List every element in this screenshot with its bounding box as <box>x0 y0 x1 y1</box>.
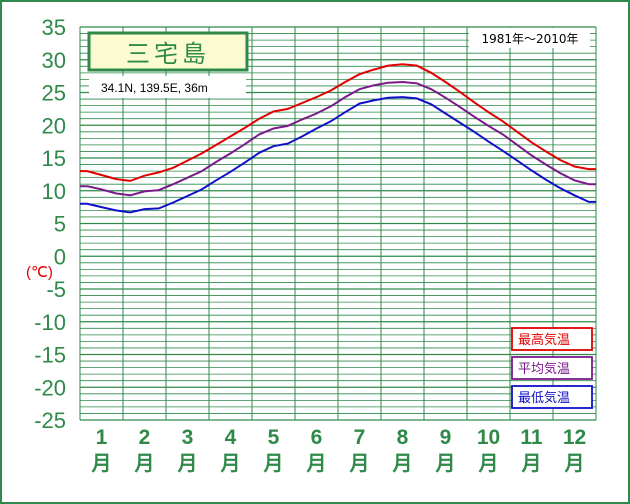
x-tick-month-suffix: 月 <box>392 451 413 475</box>
x-tick-label: 3 <box>182 426 194 449</box>
y-tick-label: 0 <box>54 244 66 269</box>
unit-label: (℃) <box>26 264 53 281</box>
y-tick-label: 20 <box>42 113 66 138</box>
y-tick-label: -5 <box>46 277 66 302</box>
period-box: 1981年〜2010年 <box>469 28 590 48</box>
y-tick-label: 5 <box>54 212 66 237</box>
y-tick-label: 35 <box>42 15 66 40</box>
x-tick-label: 6 <box>311 426 323 449</box>
station-title: 三宅島 <box>126 40 210 68</box>
x-tick-label: 10 <box>477 426 500 449</box>
x-tick-month-suffix: 月 <box>91 451 112 475</box>
title-background <box>87 31 249 72</box>
station-info: 34.1N, 139.5E, 36m <box>101 81 208 95</box>
legend-item-box <box>511 327 593 351</box>
x-tick-month-suffix: 月 <box>564 451 585 475</box>
period-label: 1981年〜2010年 <box>481 32 578 46</box>
x-tick-label: 8 <box>397 426 409 449</box>
series-line <box>80 96 596 214</box>
x-tick-month-suffix: 月 <box>220 451 241 475</box>
x-tick-label: 9 <box>440 426 452 449</box>
series-line <box>80 80 596 197</box>
legend-item-box <box>511 385 593 409</box>
legend-item-label: 平均気温 <box>518 361 570 377</box>
x-tick-month-suffix: 月 <box>134 451 155 475</box>
x-tick-label: 4 <box>225 426 237 449</box>
x-tick-label: 12 <box>563 426 586 449</box>
x-tick-label: 11 <box>520 426 543 449</box>
station-info-box: 34.1N, 139.5E, 36m <box>89 76 246 98</box>
legend-item-label: 最低気温 <box>518 390 570 406</box>
x-tick-month-suffix: 月 <box>435 451 456 475</box>
x-tick-label: 5 <box>268 426 280 449</box>
series-lines <box>80 63 596 214</box>
x-tick-label: 7 <box>354 426 366 449</box>
y-tick-label: -20 <box>34 375 66 400</box>
x-tick-month-suffix: 月 <box>263 451 284 475</box>
y-tick-label: 30 <box>42 48 66 73</box>
period-background <box>469 28 590 48</box>
x-tick-month-suffix: 月 <box>177 451 198 475</box>
y-tick-label: 15 <box>42 146 66 171</box>
grid <box>79 26 597 421</box>
title-box: 三宅島 <box>87 31 249 72</box>
legend-item-label: 最高気温 <box>518 332 570 348</box>
y-tick-label: -25 <box>34 408 66 433</box>
x-tick-label: 2 <box>139 426 151 449</box>
y-tick-label: 25 <box>42 81 66 106</box>
x-tick-label: 1 <box>96 426 108 449</box>
y-tick-label: -10 <box>34 310 66 335</box>
series-line <box>80 63 596 182</box>
x-tick-month-suffix: 月 <box>478 451 499 475</box>
y-axis-ticks: 35 30 25 20 15 10 5 0 -5 -10 -15 -20 -25 <box>34 15 66 433</box>
station-info-background <box>89 76 246 98</box>
y-tick-label: -15 <box>34 343 66 368</box>
x-tick-month-suffix: 月 <box>349 451 370 475</box>
legend-item-box <box>511 356 593 380</box>
y-tick-label: 10 <box>42 179 66 204</box>
x-tick-month-suffix: 月 <box>306 451 327 475</box>
x-tick-month-suffix: 月 <box>521 451 542 475</box>
